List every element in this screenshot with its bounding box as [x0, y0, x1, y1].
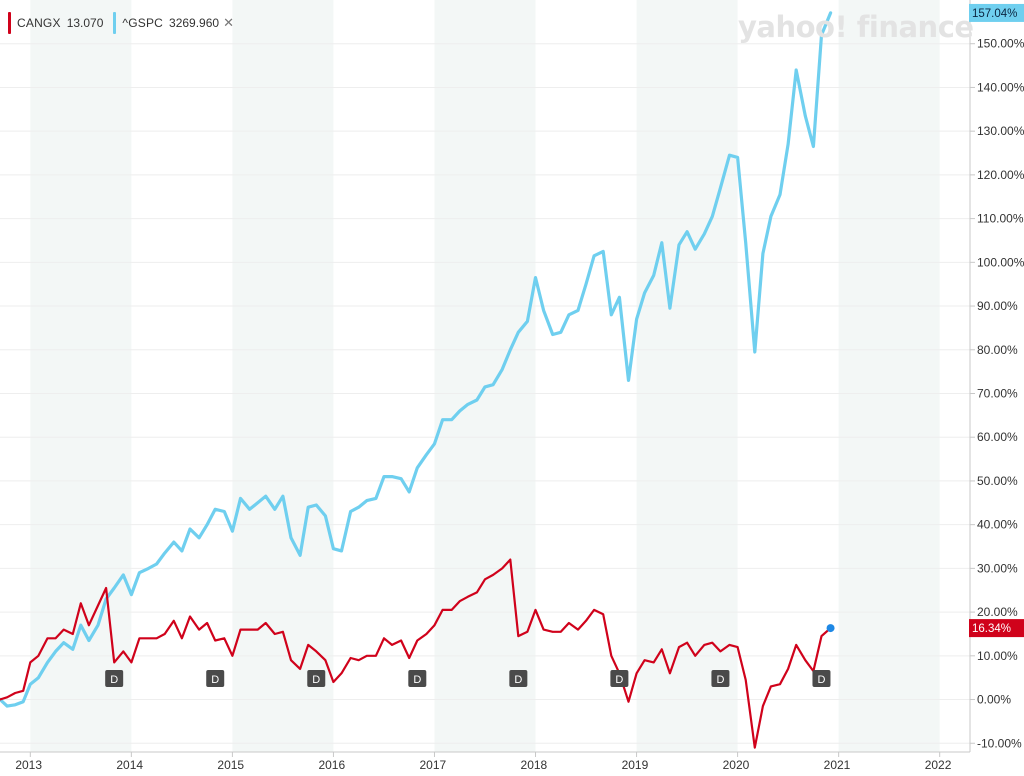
- year-bands: [30, 0, 940, 752]
- x-tick-label: 2015: [217, 758, 244, 772]
- year-band: [434, 0, 536, 752]
- legend-swatch-gspc: [113, 12, 117, 34]
- series-lines: [0, 11, 835, 749]
- dividend-badge-label: D: [211, 674, 219, 686]
- end-label-gspc: 157.04%: [972, 8, 1017, 20]
- y-tick-label: 20.00%: [977, 605, 1018, 619]
- legend-value-cangx: 13.070: [66, 16, 104, 30]
- year-band: [636, 0, 738, 752]
- dividend-badge: [509, 670, 528, 687]
- y-tick-label: 10.00%: [977, 649, 1018, 663]
- y-tick-label: 140.00%: [977, 80, 1024, 94]
- dividend-badge: [812, 670, 831, 687]
- y-tick-label: 110.00%: [977, 212, 1024, 226]
- y-tick-label: 40.00%: [977, 518, 1018, 532]
- end-labels: 157.04% 16.34%: [969, 3, 1024, 638]
- dividend-badge: [105, 670, 124, 687]
- dividend-badge: [610, 670, 629, 687]
- y-tick-label: 60.00%: [977, 430, 1018, 444]
- grid-lines: [0, 43, 970, 744]
- x-tick-label: 2013: [15, 758, 42, 772]
- y-tick-label: 120.00%: [977, 168, 1024, 182]
- x-tick-label: 2016: [318, 758, 345, 772]
- legend-item-gspc[interactable]: ^GSPC 3269.960 ✕: [113, 12, 234, 34]
- dividend-badge-label: D: [817, 674, 825, 686]
- y-tick-label: 150.00%: [977, 37, 1024, 51]
- dividend-badge-label: D: [716, 674, 724, 686]
- x-tick-label: 2018: [521, 758, 548, 772]
- close-icon[interactable]: ✕: [223, 15, 234, 30]
- y-tick-label: -10.00%: [977, 736, 1022, 750]
- dividend-badge-label: D: [413, 674, 421, 686]
- x-tick-label: 2020: [723, 758, 750, 772]
- x-tick-label: 2022: [925, 758, 952, 772]
- y-tick-label: 50.00%: [977, 474, 1018, 488]
- y-tick-label: 80.00%: [977, 343, 1018, 357]
- legend-symbol-gspc: ^GSPC: [122, 16, 164, 30]
- end-label-bg-cangx: [969, 619, 1024, 638]
- dividend-badge: [206, 670, 225, 687]
- y-tick-label: 30.00%: [977, 561, 1018, 575]
- year-band: [232, 0, 334, 752]
- year-band: [30, 0, 132, 752]
- legend-symbol-cangx: CANGX: [17, 16, 61, 30]
- legend-value-gspc: 3269.960: [169, 16, 220, 30]
- legend-item-cangx[interactable]: CANGX 13.070: [8, 12, 103, 34]
- legend: CANGX 13.070 ^GSPC 3269.960 ✕: [8, 12, 244, 34]
- series-line-gspc: [0, 11, 833, 708]
- dividend-badge-label: D: [312, 674, 320, 686]
- dividend-badge: [711, 670, 730, 687]
- legend-swatch-cangx: [8, 12, 11, 34]
- series-line-cangx: [0, 558, 832, 749]
- x-tick-label: 2017: [419, 758, 446, 772]
- series-end-dot: [826, 624, 835, 633]
- x-axis: 2013 2014 2015 2016 2017 2018 2019 2020 2021 2022: [0, 751, 970, 772]
- dividend-badge: [307, 670, 326, 687]
- year-band: [838, 0, 940, 752]
- y-tick-label: 70.00%: [977, 386, 1018, 400]
- y-tick-label: 90.00%: [977, 299, 1018, 313]
- y-tick-label: 100.00%: [977, 255, 1024, 269]
- y-tick-label: 0.00%: [977, 693, 1011, 707]
- dividend-badge-label: D: [514, 674, 522, 686]
- y-axis: -10.00% 0.00% 10.00% 20.00% 30.00% 40.00% 50.0…: [969, 0, 1024, 752]
- x-tick-label: 2021: [824, 758, 851, 772]
- dividend-badge-label: D: [615, 674, 623, 686]
- watermark-logo: yahoo! finance: [738, 10, 974, 44]
- x-tick-label: 2014: [116, 758, 143, 772]
- end-label-cangx: 16.34%: [972, 623, 1011, 635]
- y-tick-label: 130.00%: [977, 124, 1024, 138]
- x-tick-label: 2019: [622, 758, 649, 772]
- end-label-bg-gspc: [969, 3, 1024, 22]
- dividend-badge: [408, 670, 427, 687]
- dividend-badge-label: D: [110, 674, 118, 686]
